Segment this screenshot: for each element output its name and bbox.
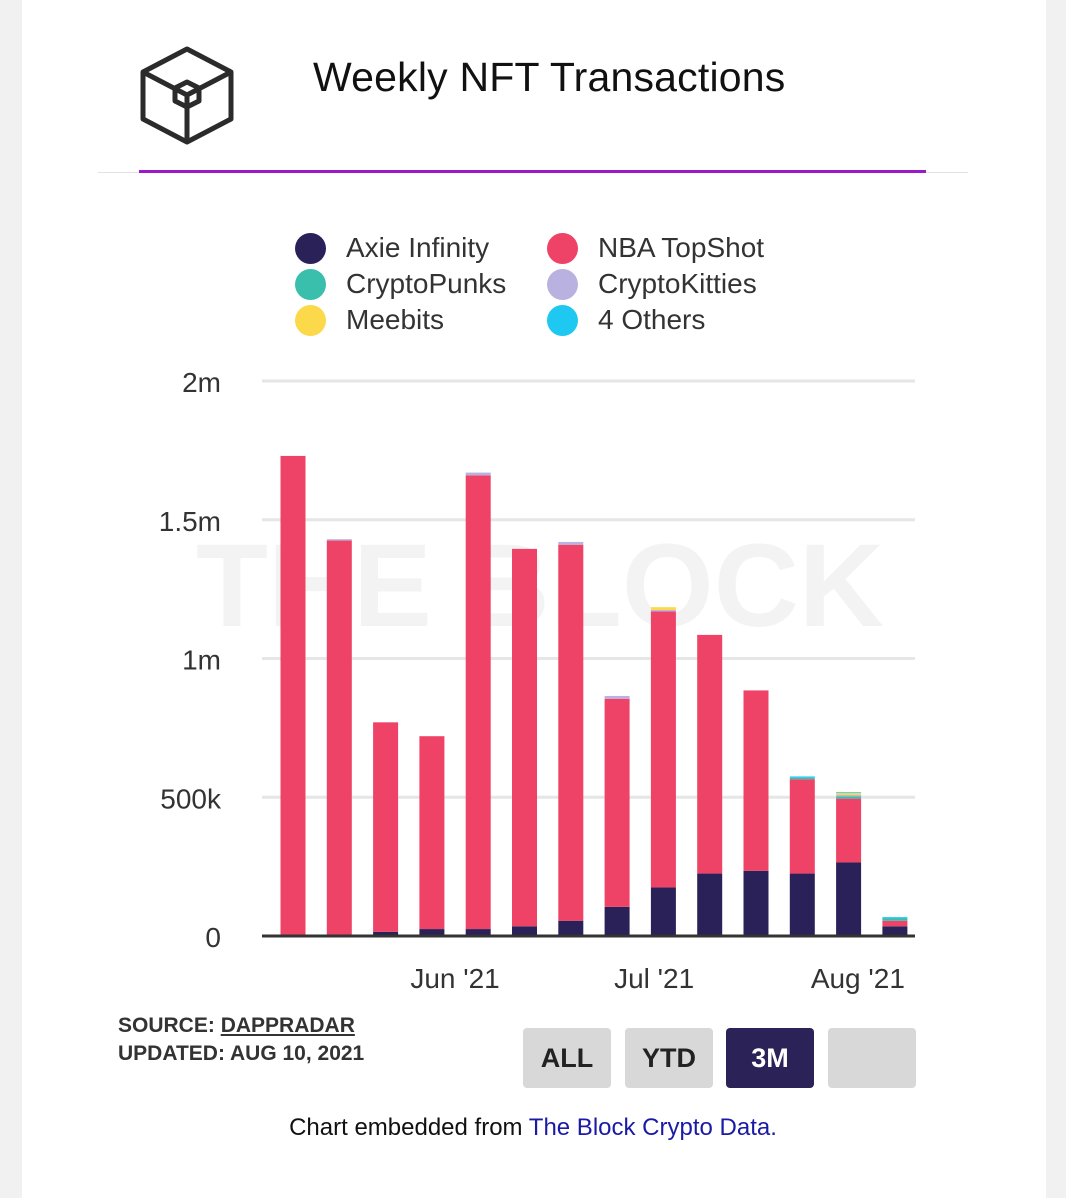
bar-segment-meebits [836,792,862,796]
x-tick-label: Jul '21 [614,963,694,994]
bar-segment-axie-infinity [789,873,815,936]
bar-segment-nba-topshot [512,548,537,927]
bar-stack [882,917,908,936]
bar-segment-cryptokitties [326,539,352,541]
bar-segment-nba-topshot [326,540,352,935]
bar-stack [465,472,491,936]
legend-swatch-cryptokitties [547,268,578,300]
bar-segment-nba-topshot [558,544,584,921]
bar-segment-4-others [836,792,862,794]
bar-segment-axie-infinity [743,870,769,936]
legend-swatch-nba-topshot [547,232,578,264]
legend-item-meebits[interactable]: Meebits [295,302,444,338]
embed-text: Chart embedded from [289,1114,529,1141]
range-all-button[interactable]: ALL [523,1028,611,1088]
bar-segment-cryptokitties [558,541,584,545]
bar-segment-cryptokitties [836,795,862,797]
bar-segment-axie-infinity [882,926,908,936]
bar-segment-axie-infinity [512,926,537,936]
bar-segment-nba-topshot [280,455,306,935]
range-3m-button[interactable]: 3M [726,1028,814,1088]
legend-label: CryptoPunks [346,268,507,299]
bar-segment-axie-infinity [836,862,862,936]
bar-stack [280,455,306,936]
range-ytd-button[interactable]: YTD [625,1028,713,1088]
updated-date: UPDATED: AUG 10, 2021 [118,1042,365,1065]
bar-segment-nba-topshot [373,722,399,932]
bar-segment-axie-infinity [419,929,445,936]
x-axis: Jun '21 Jul '21 Aug '21 [410,963,905,994]
legend-swatch-meebits [295,304,326,336]
bars [262,455,915,938]
bar-stack [650,607,676,936]
bar-segment-nba-topshot [697,634,723,874]
y-tick-label: 2m [182,367,221,398]
source-label: SOURCE: [118,1014,215,1037]
x-tick-label: Aug '21 [811,963,905,994]
bar-segment-nba-topshot [604,698,630,907]
bar-segment-axie-infinity [697,873,723,936]
stacked-bar-chart: THE BLOCK 0 500k 1m 1.5m 2m Jun '21 Jul '21 Au… [159,367,915,994]
bar-stack [373,722,399,936]
bar-segment-nba-topshot [465,475,491,930]
legend-item-nba-topshot[interactable]: NBA TopShot [547,230,764,266]
source-link[interactable]: DAPPRADAR [220,1014,355,1037]
bar-segment-cryptopunks [789,777,815,780]
bar-stack [604,695,630,936]
embed-link[interactable]: The Block Crypto Data. [528,1114,777,1141]
legend-swatch-axie-infinity [295,232,326,264]
legend-label: Meebits [346,304,445,335]
bar-segment-nba-topshot [650,611,676,888]
the-block-logo-icon [140,46,234,145]
bar-stack [836,792,862,936]
legend-label: CryptoKitties [598,268,757,299]
embed-note: Chart embedded from The Block Crypto Dat… [0,1114,1066,1142]
legend-swatch-others [547,304,578,336]
bar-stack [697,634,723,936]
bar-segment-axie-infinity [558,920,584,936]
bar-segment-nba-topshot [743,690,769,871]
bar-segment-cryptopunks [882,918,908,921]
chart-watermark: THE BLOCK [196,520,884,652]
range-blank-button[interactable] [828,1028,916,1088]
bar-segment-axie-infinity [373,931,399,936]
legend-item-cryptokitties[interactable]: CryptoKitties [547,266,757,302]
bar-segment-axie-infinity [650,887,676,936]
source-info: SOURCE: DAPPRADAR UPDATED: AUG 10, 2021 [118,1012,364,1068]
bar-segment-4-others [882,917,908,919]
legend-item-cryptopunks[interactable]: CryptoPunks [295,266,506,302]
bar-segment-4-others [789,776,815,778]
y-tick-label: 1.5m [159,506,221,537]
x-tick-label: Jun '21 [410,963,499,994]
bar-segment-cryptokitties [650,609,676,612]
legend-item-axie-infinity[interactable]: Axie Infinity [295,230,489,266]
legend-label: Axie Infinity [346,232,490,263]
chart-title: Weekly NFT Transactions [313,54,786,100]
legend-item-others[interactable]: 4 Others [547,302,705,338]
y-tick-label: 1m [182,645,221,676]
bar-segment-nba-topshot [419,736,445,930]
header-accent-line [139,170,926,173]
y-axis: 0 500k 1m 1.5m 2m [159,367,222,953]
y-tick-label: 500k [160,783,222,814]
bar-segment-meebits [650,607,676,610]
bar-stack [789,776,815,936]
bar-stack [326,539,352,936]
bar-stack [743,690,769,936]
bar-segment-axie-infinity [465,929,491,936]
bar-segment-nba-topshot [882,920,908,927]
legend-swatch-cryptopunks [295,268,326,300]
bar-segment-nba-topshot [836,798,862,863]
bar-stack [512,548,537,936]
bar-segment-cryptokitties [604,695,630,699]
legend-label: NBA TopShot [598,232,765,263]
bar-segment-axie-infinity [604,906,630,936]
bar-segment-cryptokitties [465,472,491,476]
bar-stack [558,541,584,936]
bar-segment-cryptopunks [836,796,862,799]
legend-label: 4 Others [598,304,706,335]
bar-stack [419,736,445,936]
bar-segment-nba-topshot [789,779,815,874]
y-tick-label: 0 [205,922,221,953]
